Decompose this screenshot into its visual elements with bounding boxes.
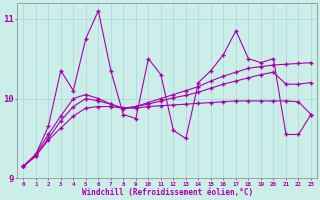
X-axis label: Windchill (Refroidissement éolien,°C): Windchill (Refroidissement éolien,°C) [82, 188, 253, 197]
